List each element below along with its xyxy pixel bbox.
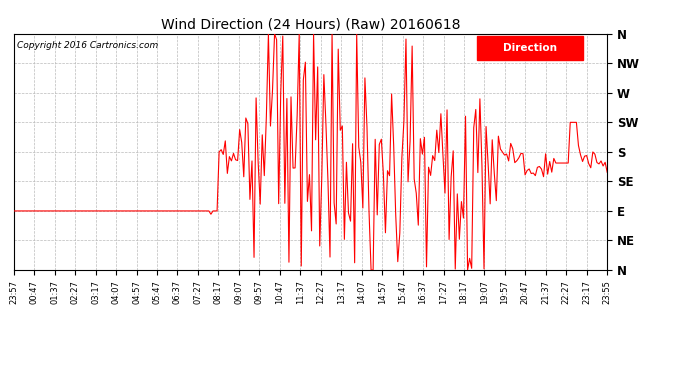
Title: Wind Direction (24 Hours) (Raw) 20160618: Wind Direction (24 Hours) (Raw) 20160618 <box>161 17 460 31</box>
Text: Direction: Direction <box>503 43 557 53</box>
Text: Copyright 2016 Cartronics.com: Copyright 2016 Cartronics.com <box>17 41 158 50</box>
Bar <box>477 36 584 60</box>
